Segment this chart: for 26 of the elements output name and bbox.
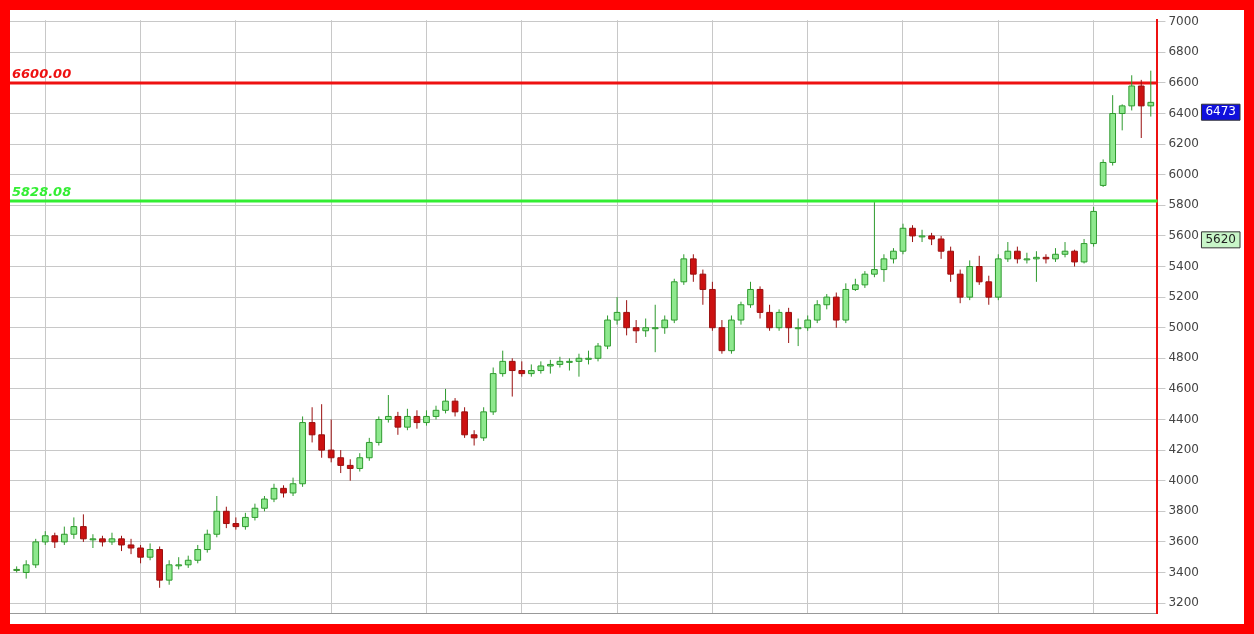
y-tick-label: 7000	[1168, 13, 1200, 28]
text: 5620	[1205, 231, 1237, 246]
candlestick	[318, 403, 325, 459]
y-tick-label: 3400	[1168, 564, 1200, 579]
y-tick-label: 6000	[1168, 166, 1200, 181]
text: 6473	[1205, 104, 1237, 119]
y-tick-label: 5000	[1168, 319, 1200, 334]
y-tick-label: 5400	[1168, 258, 1200, 273]
y-tick-label: 6400	[1168, 105, 1200, 120]
y-tick-label: 5800	[1168, 197, 1200, 212]
y-tick-label: 4400	[1168, 411, 1200, 426]
y-tick-label: 5200	[1168, 289, 1200, 304]
y-tick-label: 4200	[1168, 442, 1200, 457]
y-tick-label: 4000	[1168, 472, 1200, 487]
y-tick-label: 6800	[1168, 44, 1200, 59]
y-tick-label: 4800	[1168, 350, 1200, 365]
y-tick-label: 3600	[1168, 534, 1200, 549]
y-tick-label: 6600	[1168, 75, 1200, 90]
y-tick-label: 3800	[1168, 503, 1200, 518]
y-tick-label: 4600	[1168, 381, 1200, 396]
y-tick-label: 5600	[1168, 228, 1200, 243]
candlestick	[871, 201, 878, 278]
ref-line-label: 5828.08	[12, 183, 72, 199]
y-tick-label: 3200	[1168, 595, 1200, 610]
ref-line-label: 6600.00	[12, 65, 72, 81]
y-tick-label: 6200	[1168, 136, 1200, 151]
